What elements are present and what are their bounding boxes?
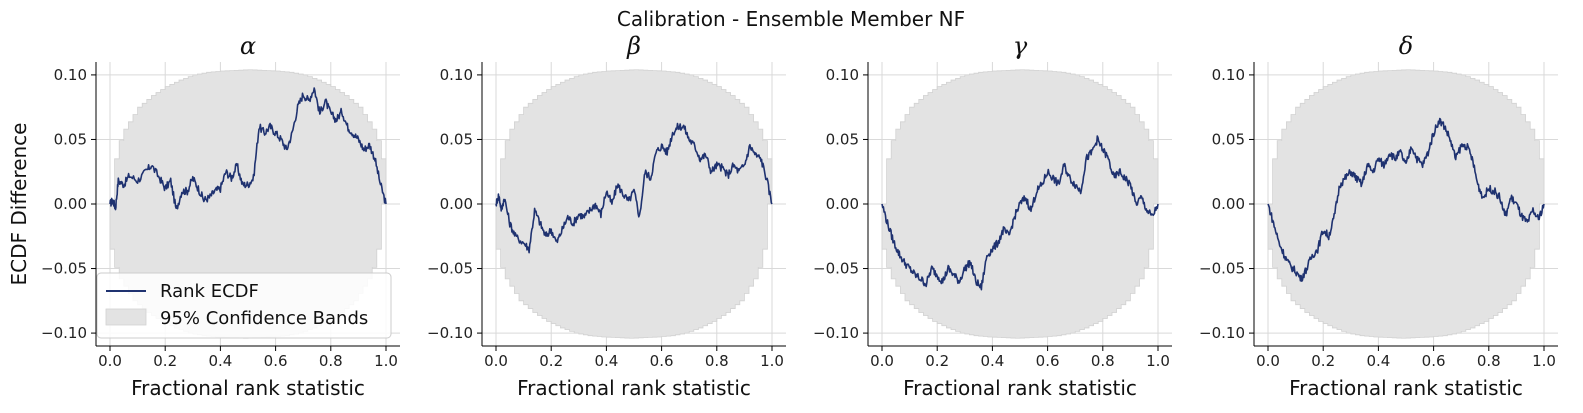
x-tick-label: 0.8 [1477,352,1501,370]
y-tick-label: 0.10 [54,66,87,84]
x-tick-label: 0.0 [870,352,894,370]
x-tick-label: 0.0 [484,352,508,370]
x-axis-title: Fractional rank statistic [903,376,1137,400]
y-tick-label: −0.10 [41,324,87,342]
y-tick-label: −0.10 [427,324,473,342]
y-tick-label: 0.05 [1212,130,1245,148]
x-tick-label: 0.2 [1311,352,1335,370]
legend-label-confidence-bands: 95% Confidence Bands [160,308,368,329]
x-tick-label: 0.0 [1256,352,1280,370]
y-tick-label: −0.05 [1199,260,1245,278]
confidence-band [881,69,1159,339]
y-tick-label: −0.10 [813,324,859,342]
panel-4: 0.0 0.2 0.4 0.6 0.8 1.0 0.10 0.05 0.00 −0.05 −0.10… [1199,32,1558,400]
figure-suptitle: Calibration - Ensemble Member NF [617,7,965,31]
y-tick-label: 0.05 [440,130,473,148]
y-tick-label: 0.00 [54,195,87,213]
x-tick-label: 0.8 [1091,352,1115,370]
y-tick-label: −0.05 [427,260,473,278]
x-tick-label: 0.4 [1366,352,1390,370]
panels-group: 0.0 0.2 0.4 0.6 0.8 1.0 0.10 0.05 0.00 −0.05 −0.10… [41,32,1558,400]
y-tick-label: −0.10 [1199,324,1245,342]
rank-ecdf-line [881,135,1159,291]
x-tick-label: 1.0 [760,352,784,370]
x-tick-label: 0.6 [650,352,674,370]
legend: Rank ECDF 95% Confidence Bands [96,272,392,339]
y-tick-label: 0.05 [826,130,859,148]
panel-1: 0.0 0.2 0.4 0.6 0.8 1.0 0.10 0.05 0.00 −0.05 −0.10… [41,32,400,400]
x-axis-title: Fractional rank statistic [1289,376,1523,400]
x-tick-label: 0.6 [1422,352,1446,370]
x-axis-title: Fractional rank statistic [131,376,365,400]
x-tick-label: 1.0 [1146,352,1170,370]
y-axis-title: ECDF Difference [7,123,31,286]
rank-ecdf-line [495,122,773,254]
panel-title: β [626,32,641,60]
x-tick-label: 0.2 [925,352,949,370]
y-tick-label: −0.05 [813,260,859,278]
x-tick-label: 0.4 [594,352,618,370]
y-tick-label: 0.00 [440,195,473,213]
x-tick-label: 0.2 [153,352,177,370]
legend-box [96,272,392,339]
panel-3: 0.0 0.2 0.4 0.6 0.8 1.0 0.10 0.05 0.00 −0.05 −0.10… [813,32,1172,400]
y-tick-label: 0.00 [1212,195,1245,213]
x-tick-label: 0.8 [705,352,729,370]
panel-title: δ [1399,32,1413,60]
x-tick-label: 0.6 [264,352,288,370]
x-tick-label: 0.4 [208,352,232,370]
x-axis-title: Fractional rank statistic [517,376,751,400]
y-tick-label: 0.00 [826,195,859,213]
x-tick-label: 1.0 [1532,352,1556,370]
legend-label-rank-ecdf: Rank ECDF [160,281,259,302]
legend-band-swatch [105,308,147,326]
y-tick-label: 0.10 [440,66,473,84]
x-tick-label: 0.6 [1036,352,1060,370]
y-tick-label: 0.10 [1212,66,1245,84]
panel-title: γ [1013,32,1028,60]
confidence-band [495,69,773,339]
panel-2: 0.0 0.2 0.4 0.6 0.8 1.0 0.10 0.05 0.00 −0.05 −0.10… [427,32,786,400]
x-tick-label: 0.2 [539,352,563,370]
y-tick-label: −0.05 [41,260,87,278]
x-tick-label: 0.0 [98,352,122,370]
x-tick-label: 0.4 [980,352,1004,370]
rank-ecdf-line [109,87,387,211]
x-tick-label: 0.8 [319,352,343,370]
y-tick-label: 0.05 [54,130,87,148]
y-tick-label: 0.10 [826,66,859,84]
x-tick-label: 1.0 [374,352,398,370]
panel-title: α [240,32,256,60]
rank-ecdf-line [1267,117,1545,283]
